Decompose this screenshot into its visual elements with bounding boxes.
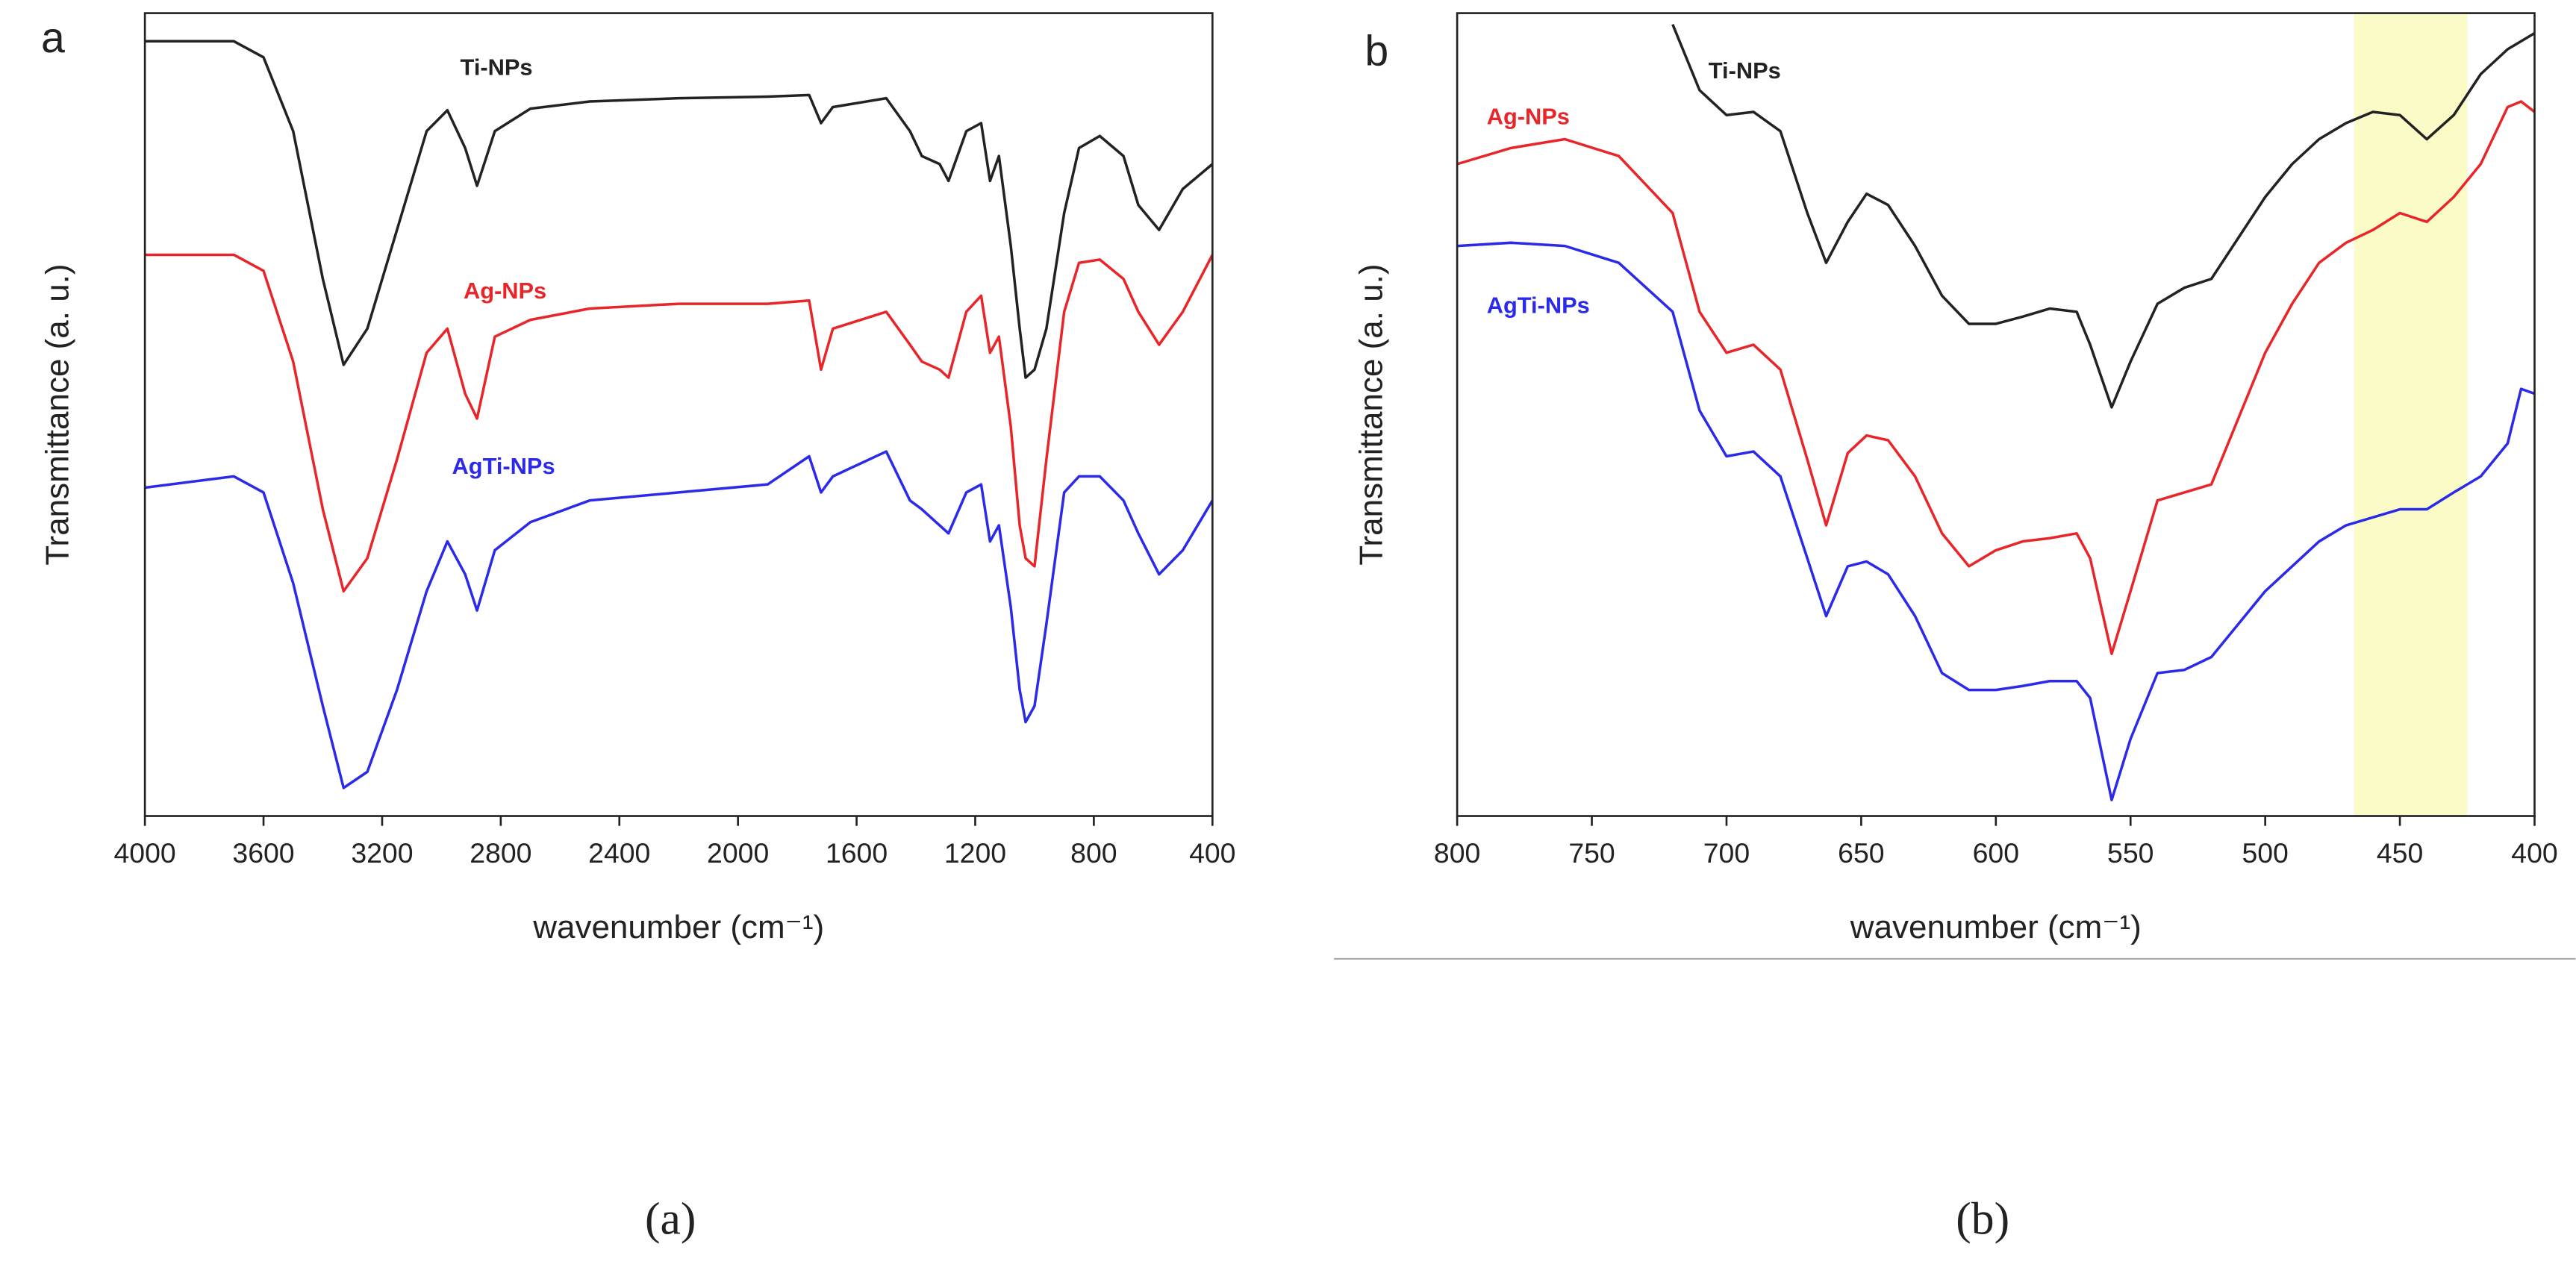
x-tick-label: 2800 <box>470 837 531 869</box>
series-line <box>145 253 1213 593</box>
x-axis-label: wavenumber (cm⁻¹) <box>1850 909 2142 945</box>
x-tick-label: 750 <box>1568 837 1615 869</box>
x-tick-label: 400 <box>2511 837 2557 869</box>
x-tick-label: 400 <box>1189 837 1235 869</box>
series-line <box>145 450 1213 789</box>
panel-label: a <box>41 14 65 62</box>
series-label: Ag-NPs <box>464 278 546 304</box>
series-label: Ti-NPs <box>1709 57 1781 84</box>
series-label: Ag-NPs <box>1487 104 1570 130</box>
series-line <box>1671 24 2535 409</box>
series-line <box>1457 100 2535 655</box>
caption: (a) <box>645 1193 696 1244</box>
series-label: AgTi-NPs <box>452 453 555 479</box>
x-tick-label: 3600 <box>232 837 294 869</box>
series-line <box>1457 241 2535 801</box>
plot-frame <box>143 12 1214 817</box>
x-tick-label: 2000 <box>707 837 769 869</box>
y-axis-label: Transmittance (a. u.) <box>1353 263 1390 565</box>
x-axis-label: wavenumber (cm⁻¹) <box>532 909 824 945</box>
y-axis-label: Transmittance (a. u.) <box>39 263 75 565</box>
x-tick-label: 3200 <box>351 837 413 869</box>
panel-label: b <box>1365 28 1388 75</box>
x-tick-label: 2400 <box>588 837 650 869</box>
x-tick-label: 700 <box>1703 837 1750 869</box>
x-tick-label: 1200 <box>944 837 1006 869</box>
x-tick-label: 600 <box>1973 837 2019 869</box>
x-tick-label: 650 <box>1838 837 1884 869</box>
series-line <box>145 40 1213 379</box>
x-tick-label: 550 <box>2107 837 2154 869</box>
x-tick-label: 4000 <box>114 837 176 869</box>
caption: (b) <box>1956 1193 2009 1244</box>
x-tick-label: 1600 <box>826 837 888 869</box>
highlight-band <box>2354 13 2468 816</box>
x-tick-label: 450 <box>2377 837 2423 869</box>
x-tick-label: 800 <box>1070 837 1117 869</box>
series-label: Ti-NPs <box>461 54 533 81</box>
x-tick-label: 500 <box>2242 837 2288 869</box>
x-tick-label: 800 <box>1434 837 1480 869</box>
series-label: AgTi-NPs <box>1487 293 1590 319</box>
